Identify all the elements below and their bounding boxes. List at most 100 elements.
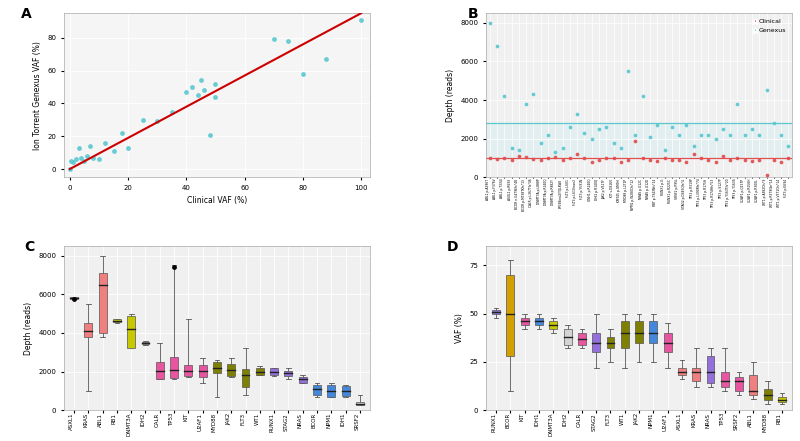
Point	[534, 157, 547, 164]
Y-axis label: Ion Torrent Genexus VAF (%): Ion Torrent Genexus VAF (%)	[33, 41, 42, 149]
Point	[203, 131, 216, 138]
Point	[209, 93, 222, 101]
Point	[194, 77, 207, 84]
Point	[709, 135, 722, 142]
Point	[70, 156, 82, 163]
Point	[84, 142, 97, 149]
Text: C: C	[24, 239, 34, 254]
Point	[513, 153, 526, 160]
Point	[753, 131, 766, 138]
Bar	[285, 370, 292, 376]
Bar	[764, 389, 772, 400]
Point	[782, 154, 794, 161]
Bar	[342, 386, 350, 396]
Point	[717, 153, 730, 160]
Bar	[356, 402, 364, 405]
Bar	[198, 365, 206, 377]
Point	[180, 89, 193, 96]
Bar	[327, 385, 335, 396]
Point	[658, 147, 671, 154]
Point	[636, 154, 649, 161]
Bar	[506, 275, 514, 356]
Point	[63, 165, 76, 172]
Point	[666, 157, 678, 164]
Point	[570, 110, 583, 117]
Bar	[256, 368, 264, 375]
Point	[93, 156, 106, 163]
Bar	[492, 310, 500, 314]
Point	[687, 143, 700, 150]
Point	[556, 157, 569, 164]
Text: A: A	[21, 7, 32, 21]
Point	[498, 155, 510, 162]
Point	[586, 158, 598, 165]
Point	[724, 157, 737, 164]
Point	[78, 157, 90, 164]
Point	[738, 157, 751, 164]
Point	[65, 157, 78, 164]
Bar	[486, 123, 792, 158]
Point	[116, 129, 129, 136]
Bar	[227, 364, 235, 376]
Point	[209, 80, 222, 87]
Point	[622, 157, 634, 164]
Point	[760, 172, 773, 179]
Point	[506, 157, 518, 164]
Point	[629, 137, 642, 144]
Point	[782, 143, 794, 150]
Point	[658, 154, 671, 161]
Point	[578, 154, 591, 161]
Point	[186, 83, 198, 90]
Bar	[678, 368, 686, 375]
Point	[168, 264, 181, 271]
Point	[636, 93, 649, 100]
Legend: Clinical, Genexus: Clinical, Genexus	[751, 16, 789, 35]
Point	[549, 153, 562, 161]
Bar	[692, 368, 700, 381]
Point	[520, 101, 533, 108]
Point	[98, 139, 111, 146]
Point	[702, 157, 714, 164]
Point	[651, 157, 664, 164]
Point	[192, 92, 205, 99]
Bar	[113, 319, 121, 322]
Point	[542, 131, 554, 138]
Bar	[735, 377, 743, 391]
Point	[586, 135, 598, 142]
Point	[513, 147, 526, 154]
Point	[614, 145, 627, 152]
X-axis label: Clinical VAF (%): Clinical VAF (%)	[187, 196, 247, 206]
Point	[81, 153, 94, 160]
Point	[297, 71, 310, 78]
Bar	[578, 333, 586, 344]
Point	[506, 145, 518, 152]
Bar	[170, 357, 178, 378]
Bar	[98, 273, 106, 333]
Point	[680, 158, 693, 165]
Bar	[778, 396, 786, 402]
Point	[68, 295, 81, 303]
Point	[600, 154, 613, 161]
Point	[680, 122, 693, 129]
Point	[717, 126, 730, 133]
Point	[570, 150, 583, 157]
Text: B: B	[468, 7, 478, 21]
Bar	[127, 316, 135, 348]
Point	[607, 154, 620, 161]
Point	[267, 36, 280, 43]
Point	[136, 116, 149, 123]
Point	[753, 157, 766, 164]
Point	[643, 133, 656, 140]
Point	[198, 87, 210, 94]
Point	[643, 157, 656, 164]
Bar	[564, 329, 571, 344]
Point	[563, 123, 576, 131]
Bar	[635, 321, 643, 343]
Point	[607, 139, 620, 146]
Point	[746, 157, 758, 164]
Bar	[750, 375, 758, 395]
Point	[320, 56, 333, 63]
Point	[774, 158, 787, 165]
Point	[767, 120, 780, 127]
Point	[673, 131, 686, 138]
